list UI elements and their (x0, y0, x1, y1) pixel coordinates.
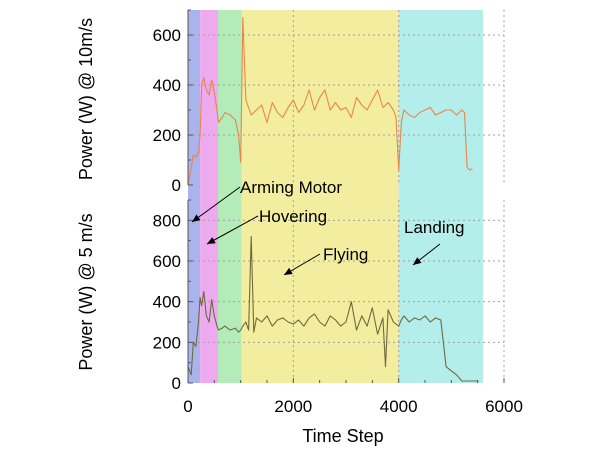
arrow-head-1 (207, 237, 216, 244)
annotation-flying: Flying (323, 245, 368, 264)
arrow-head-2 (284, 267, 293, 275)
series-line-panel1-0 (187, 236, 478, 382)
phase-band-4 (398, 10, 483, 383)
power-series (187, 16, 478, 382)
y-tick-label-panel1-0: 0 (172, 374, 181, 393)
arrow-head-0 (192, 214, 201, 222)
phase-band-0 (188, 10, 201, 383)
y-tick-label-panel1-3: 600 (153, 252, 181, 271)
y-axis-title-bottom-panel: Power (W) @ 5 m/s (76, 213, 96, 370)
grid-lines (188, 10, 505, 383)
axes (187, 9, 505, 384)
arrow-shaft-0 (191, 186, 241, 223)
y-tick-label-panel1-4: 800 (153, 211, 181, 230)
x-tick-label-2: 4000 (380, 397, 418, 416)
y-tick-label-panel1-1: 200 (153, 333, 181, 352)
phase-band-1 (200, 10, 219, 383)
phase-band-3 (241, 10, 399, 383)
series-line-panel0-0 (187, 16, 473, 186)
x-tick-label-0: 0 (183, 397, 192, 416)
y-tick-label-panel0-1: 200 (153, 126, 181, 145)
x-tick-label-3: 6000 (485, 397, 523, 416)
y-axis-title-top-panel: Power (W) @ 10m/s (76, 18, 96, 180)
arrow-head-3 (413, 257, 422, 265)
y-tick-label-panel0-2: 400 (153, 76, 181, 95)
phase-annotations: Arming Motor Hovering Flying Landing (240, 178, 465, 264)
y-tick-label-panel0-0: 0 (172, 176, 181, 195)
annotation-landing: Landing (404, 218, 465, 237)
annotation-hovering: Hovering (259, 207, 327, 226)
x-tick-label-1: 2000 (274, 397, 312, 416)
y-tick-label-panel0-3: 600 (153, 26, 181, 45)
arrow-shaft-1 (206, 215, 259, 245)
phase-band-2 (218, 10, 242, 383)
annotation-arming-motor: Arming Motor (240, 178, 342, 197)
y-tick-label-panel1-2: 400 (153, 293, 181, 312)
x-axis-title: Time Step (302, 426, 383, 446)
annotation-arrows (191, 186, 441, 276)
